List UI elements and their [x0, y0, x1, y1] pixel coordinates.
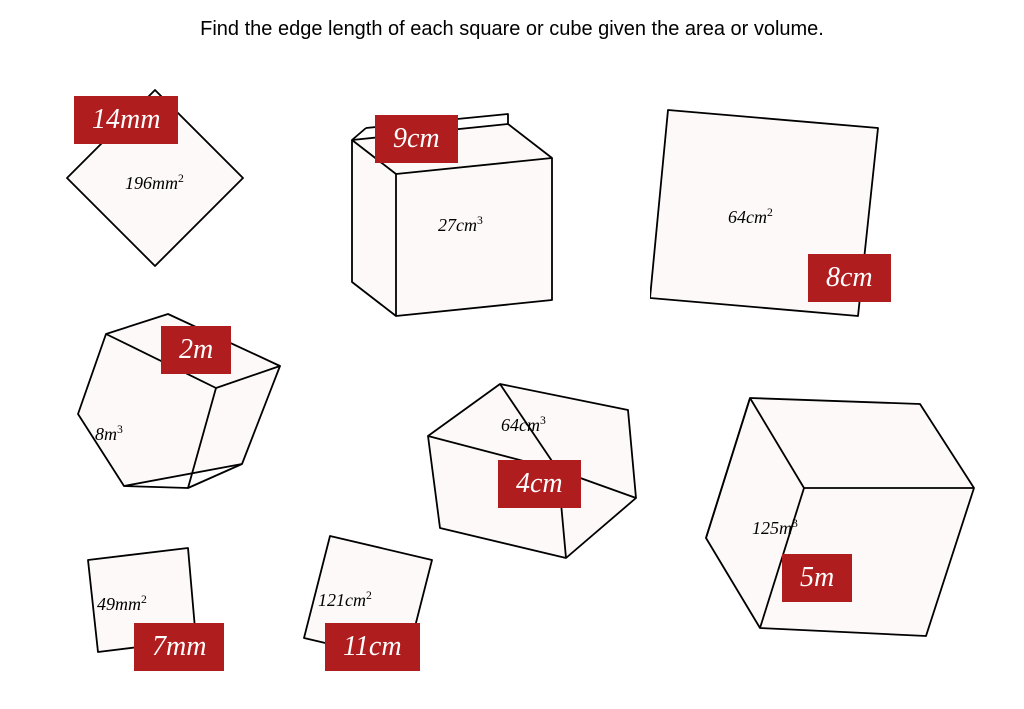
answer-2m: 2m	[161, 326, 231, 374]
answer-4cm: 4cm	[498, 460, 581, 508]
value-label-8m3: 8m3	[95, 423, 123, 445]
answer-11cm: 11cm	[325, 623, 420, 671]
value-label-64cm3: 64cm3	[501, 414, 546, 436]
answer-5m: 5m	[782, 554, 852, 602]
value-label-125m3: 125m3	[752, 517, 798, 539]
value-label-64cm2: 64cm2	[728, 206, 773, 228]
answer-8cm: 8cm	[808, 254, 891, 302]
answer-9cm: 9cm	[375, 115, 458, 163]
shape-cube-125m3	[700, 390, 980, 660]
value-label-196mm2: 196mm2	[125, 172, 184, 194]
value-label-27cm3: 27cm3	[438, 214, 483, 236]
value-label-49mm2: 49mm2	[97, 593, 147, 615]
answer-14mm: 14mm	[74, 96, 178, 144]
page-title: Find the edge length of each square or c…	[0, 18, 1024, 41]
answer-7mm: 7mm	[134, 623, 224, 671]
value-label-121cm2: 121cm2	[318, 589, 372, 611]
